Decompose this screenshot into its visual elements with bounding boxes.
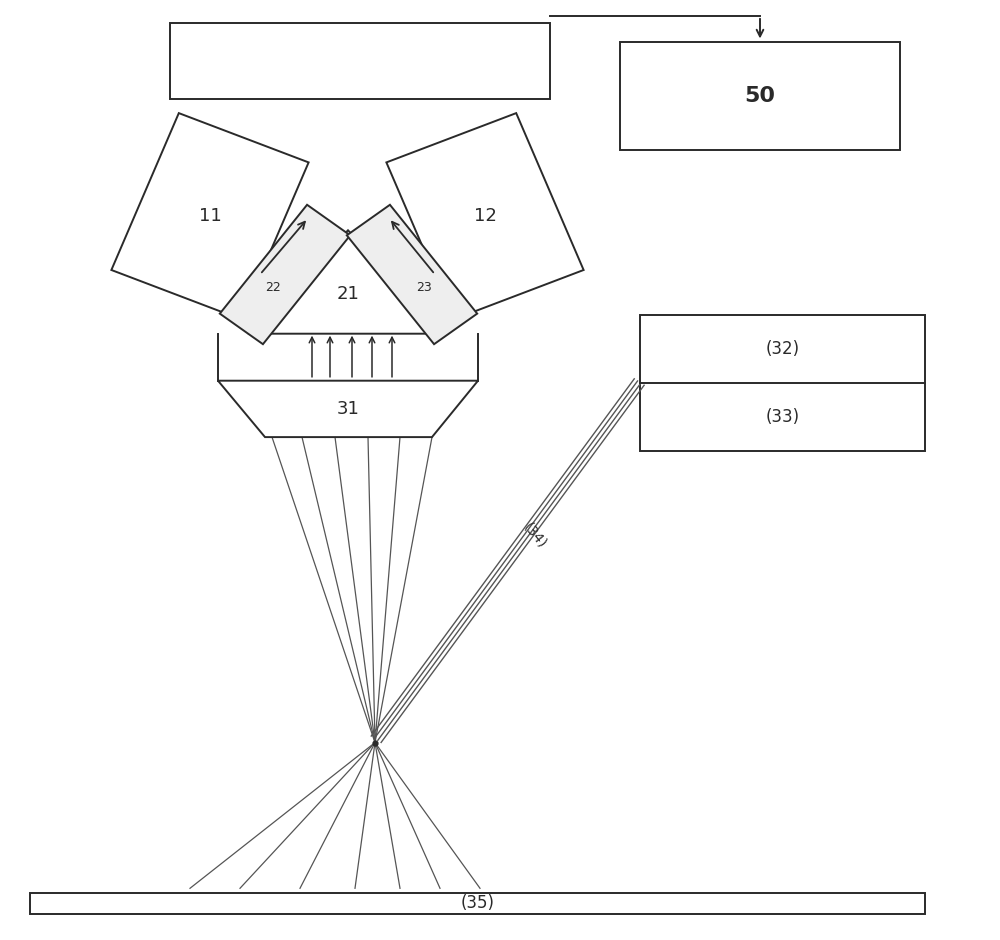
Polygon shape bbox=[111, 113, 309, 320]
Text: 31: 31 bbox=[337, 400, 359, 418]
Bar bbox=[30, 893, 925, 914]
Text: 22: 22 bbox=[265, 281, 281, 294]
Text: 21: 21 bbox=[337, 286, 359, 304]
Text: 12: 12 bbox=[474, 207, 496, 226]
Polygon shape bbox=[218, 381, 478, 437]
Bar bbox=[640, 315, 925, 451]
Text: 50: 50 bbox=[744, 86, 776, 106]
Bar bbox=[620, 42, 900, 150]
Polygon shape bbox=[386, 113, 584, 320]
Polygon shape bbox=[248, 230, 448, 334]
Bar bbox=[170, 24, 550, 99]
Text: 11: 11 bbox=[199, 207, 221, 226]
Text: (34): (34) bbox=[521, 521, 549, 551]
Text: (33): (33) bbox=[765, 408, 800, 426]
Text: (35): (35) bbox=[461, 894, 495, 913]
Text: (32): (32) bbox=[765, 340, 800, 358]
Polygon shape bbox=[220, 205, 350, 344]
Text: 23: 23 bbox=[416, 281, 432, 294]
Polygon shape bbox=[347, 205, 477, 344]
